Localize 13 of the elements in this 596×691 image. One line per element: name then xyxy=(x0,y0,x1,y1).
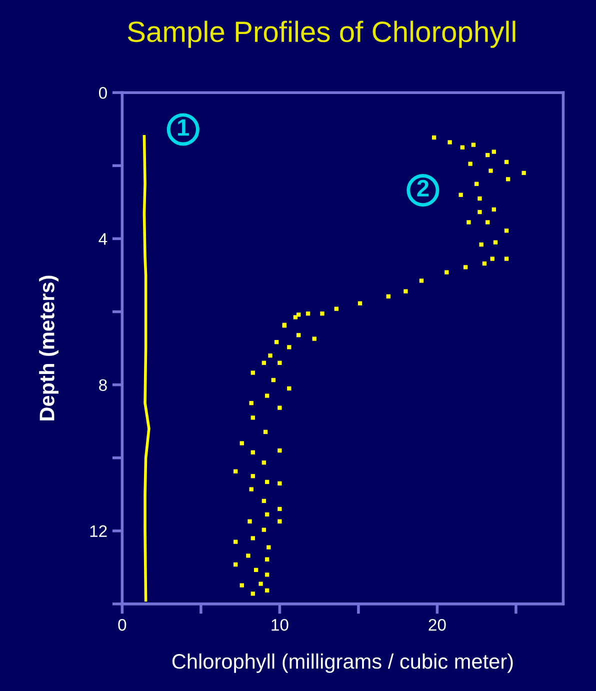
series-label: 1 xyxy=(178,119,190,136)
line-series xyxy=(142,135,150,602)
chart-title: Sample Profiles of Chlorophyll xyxy=(128,20,516,48)
y-axis-title: Depth (meters) xyxy=(39,276,59,420)
y-tick-label: 8 xyxy=(99,379,107,391)
x-tick-label: 20 xyxy=(428,618,446,631)
x-axis-title: Chlorophyll (milligrams / cubic meter) xyxy=(172,654,513,673)
x-tick-label: 10 xyxy=(272,618,288,631)
y-tick-label: 4 xyxy=(98,233,108,245)
y-tick-label: 0 xyxy=(98,86,107,99)
y-tick-label: 12 xyxy=(90,525,107,537)
x-tick-label: 0 xyxy=(118,618,126,631)
series-label: 2 xyxy=(417,180,429,196)
